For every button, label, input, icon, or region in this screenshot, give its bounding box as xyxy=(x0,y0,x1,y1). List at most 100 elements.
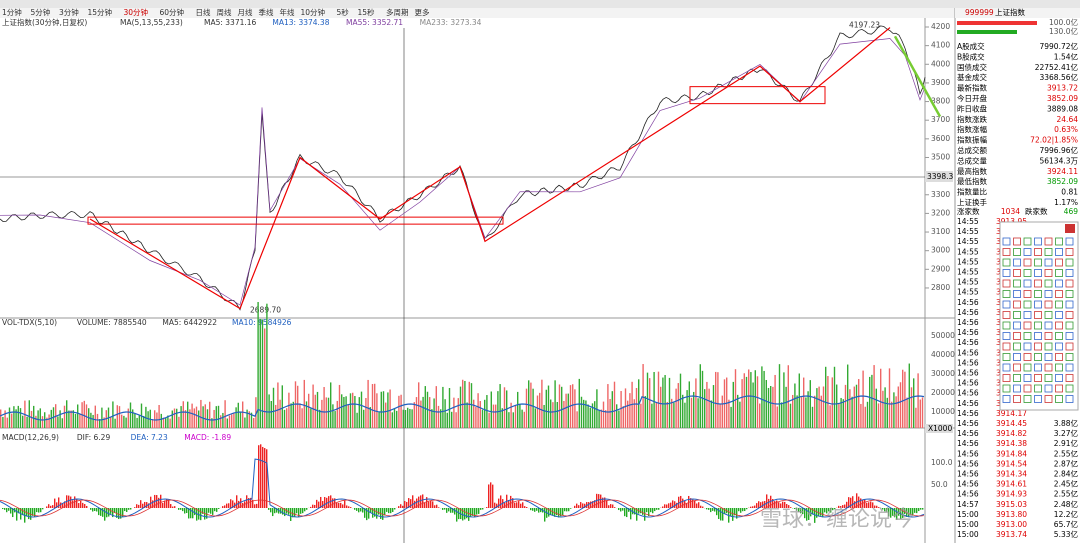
macd-bar xyxy=(314,505,315,508)
tab[interactable]: 5分钟 xyxy=(31,7,51,17)
label: 跌家数 xyxy=(1025,206,1048,216)
volume-bar xyxy=(381,392,382,428)
volume-bar xyxy=(884,387,885,428)
volume-bar xyxy=(31,411,32,428)
volume-bar xyxy=(13,406,14,428)
volume-bar xyxy=(603,402,604,428)
volume-bar xyxy=(222,413,223,428)
tab[interactable]: 60分钟 xyxy=(160,7,185,17)
volume-bar xyxy=(871,375,872,428)
menu-bar xyxy=(0,0,1080,8)
volume-bar xyxy=(268,394,269,428)
label: 14:55 xyxy=(957,257,979,266)
macd-bar xyxy=(140,500,141,508)
volume-bar xyxy=(491,392,492,428)
volume-bar xyxy=(194,408,195,428)
macd-bar xyxy=(186,508,187,513)
volume-bar xyxy=(68,411,69,428)
tab[interactable]: 周线 xyxy=(217,7,232,17)
macd-bar xyxy=(732,508,733,521)
tab[interactable]: 年线 xyxy=(280,7,295,17)
tab[interactable]: 30分钟 xyxy=(124,7,149,17)
volume-bar xyxy=(796,395,797,428)
volume-bar xyxy=(488,413,489,428)
macd-bar xyxy=(36,508,37,512)
volume-bar xyxy=(238,403,239,428)
volume-bar xyxy=(642,364,643,428)
volume-bar xyxy=(392,412,393,428)
macd-bar xyxy=(42,508,43,509)
volume-bar xyxy=(288,393,289,428)
macd-bar xyxy=(682,499,683,508)
volume-bar xyxy=(130,403,131,428)
label: 14:56 xyxy=(957,490,979,499)
label: MA5: 3371.16 xyxy=(204,18,257,27)
volume-bar xyxy=(9,408,10,428)
macd-bar xyxy=(72,500,73,508)
volume-bar xyxy=(354,396,355,428)
volume-bar xyxy=(858,379,859,428)
volume-bar xyxy=(282,385,283,428)
tab[interactable]: 季线 xyxy=(259,7,274,17)
tab[interactable]: 日线 xyxy=(196,7,211,17)
volume-bar xyxy=(594,401,595,428)
tab[interactable]: 15秒 xyxy=(358,7,376,17)
label: 50.0 xyxy=(931,480,948,489)
label: 2.87亿 xyxy=(1054,458,1079,468)
volume-bar xyxy=(702,371,703,428)
macd-bar xyxy=(456,508,457,522)
volume-bar xyxy=(887,398,888,428)
volume-bar xyxy=(818,387,819,428)
volume-bar xyxy=(473,400,474,428)
tab[interactable]: 5秒 xyxy=(337,7,350,17)
macd-bar xyxy=(84,504,85,508)
macd-bar xyxy=(752,506,753,508)
macd-bar xyxy=(322,501,323,508)
tab[interactable]: 1分钟 xyxy=(2,7,22,17)
macd-bar xyxy=(670,503,671,508)
macd-bar xyxy=(410,499,411,508)
volume-bar xyxy=(2,417,3,428)
volume-bar xyxy=(851,397,852,428)
tab[interactable]: 3分钟 xyxy=(59,7,79,17)
label: 7996.96亿 xyxy=(1039,145,1078,155)
volume-bar xyxy=(838,403,839,428)
tab[interactable]: 更多 xyxy=(415,7,430,17)
macd-bar xyxy=(200,508,201,520)
volume-bar xyxy=(433,398,434,428)
volume-bar xyxy=(920,400,921,428)
tab[interactable]: 多周期 xyxy=(386,7,409,17)
macd-bar xyxy=(96,508,97,512)
label: 3914.61 xyxy=(996,480,1027,489)
volume-bar xyxy=(22,416,23,428)
volume-bar xyxy=(20,408,21,428)
volume-bar xyxy=(554,380,555,428)
macd-bar xyxy=(412,495,413,508)
volume-bar xyxy=(117,405,118,428)
tab[interactable]: 10分钟 xyxy=(301,7,326,17)
macd-bar xyxy=(498,499,499,508)
volume-bar xyxy=(414,402,415,428)
label: 0.63% xyxy=(1054,125,1078,134)
macd-bar xyxy=(614,507,615,508)
volume-bar xyxy=(636,388,637,428)
volume-bar xyxy=(656,403,657,428)
volume-bar xyxy=(323,387,324,428)
macd-bar xyxy=(210,508,211,514)
label: 14:56 xyxy=(957,429,979,438)
macd-bar xyxy=(568,508,569,511)
macd-bar xyxy=(694,500,695,508)
volume-bar xyxy=(770,386,771,428)
volume-bar xyxy=(508,412,509,428)
macd-bar xyxy=(446,508,447,513)
volume-bar xyxy=(834,367,835,428)
volume-bar xyxy=(759,404,760,428)
volume-bar xyxy=(799,373,800,428)
label: 4000 xyxy=(931,59,950,68)
tab[interactable]: 月线 xyxy=(238,7,253,17)
tab[interactable]: 15分钟 xyxy=(88,7,113,17)
volume-bar xyxy=(125,418,126,428)
macd-bar xyxy=(258,445,259,508)
volume-bar xyxy=(662,378,663,428)
macd-bar xyxy=(536,508,537,511)
